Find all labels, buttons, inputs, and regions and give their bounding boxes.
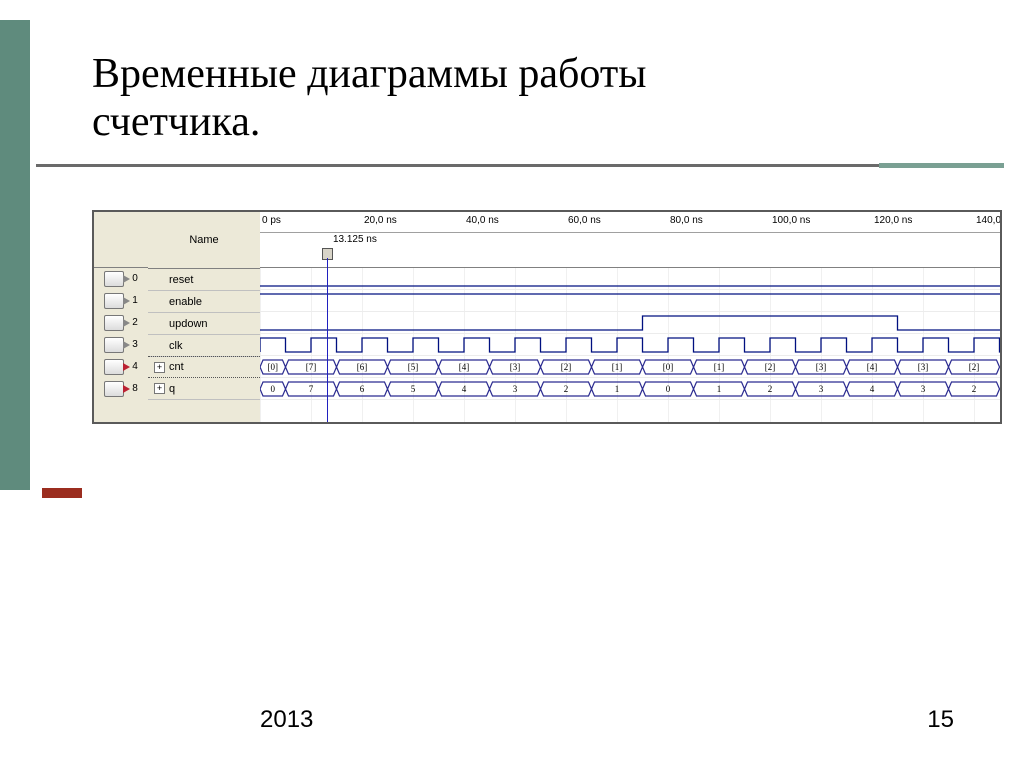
signal-row-clk[interactable]: clk [148,335,260,357]
signal-row-q[interactable]: +q [148,378,260,400]
wave-updown [260,312,1000,334]
svg-text:2: 2 [564,384,569,394]
time-tick: 20,0 ns [364,215,397,226]
pin-index: 1 [132,295,138,306]
wave-q: 0 7 6 5 4 3 2 1 0 1 2 3 4 3 2 [260,378,1000,400]
svg-text:2: 2 [972,384,977,394]
svg-text:[0]: [0] [663,362,674,372]
signal-name: updown [169,318,208,330]
pin-icon [104,271,124,287]
svg-text:5: 5 [411,384,416,394]
waveform-viewer: 012348 Name resetenableupdownclk+cnt+q 0… [92,210,1002,424]
svg-text:3: 3 [513,384,518,394]
signal-name: reset [169,274,193,286]
svg-text:[5]: [5] [408,362,419,372]
footer-page: 15 [927,706,954,734]
pin-index: 0 [132,273,138,284]
pin-icon [104,293,124,309]
svg-text:3: 3 [819,384,824,394]
signal-row-reset[interactable]: reset [148,269,260,291]
pin-index: 8 [132,383,138,394]
svg-text:[4]: [4] [867,362,878,372]
svg-text:[2]: [2] [765,362,776,372]
svg-text:[6]: [6] [357,362,368,372]
svg-text:3: 3 [921,384,926,394]
svg-text:4: 4 [870,384,875,394]
signal-row-cnt[interactable]: + cnt [148,356,260,378]
pin-icon [104,315,124,331]
signal-name: enable [169,296,202,308]
footer-year: 2013 [260,706,313,734]
svg-text:2: 2 [768,384,773,394]
signal-row-updown[interactable]: updown [148,313,260,335]
svg-text:1: 1 [717,384,722,394]
svg-text:0: 0 [666,384,671,394]
time-tick: 40,0 ns [466,215,499,226]
signal-name: q [169,383,175,395]
wave-reset [260,268,1000,290]
svg-text:[2]: [2] [561,362,572,372]
wave-clk [260,334,1000,356]
svg-text:[3]: [3] [510,362,521,372]
cursor-line [327,258,328,422]
svg-text:[2]: [2] [969,362,980,372]
time-ruler: 0 ps 20,0 ns 40,0 ns 60,0 ns 80,0 ns 100,0 ns… [260,212,1000,268]
name-column: Name resetenableupdownclk+cnt+q [148,212,261,422]
time-tick: 80,0 ns [670,215,703,226]
svg-text:[3]: [3] [918,362,929,372]
wave-cnt: [0] [7] [6] [5] [4] [3] [2] [1] [0] [1] [2] [3] [4] [… [260,356,1000,378]
svg-text:[1]: [1] [714,362,725,372]
pin-icon [104,381,124,397]
svg-text:0: 0 [271,384,276,394]
time-tick: 100,0 ns [772,215,810,226]
pin-icon [104,337,124,353]
svg-text:[1]: [1] [612,362,623,372]
time-tick: 140,0 ns [976,215,1002,226]
time-tick: 60,0 ns [568,215,601,226]
wave-enable [260,290,1000,312]
pin-index: 3 [132,339,138,350]
wave-column: 0 ps 20,0 ns 40,0 ns 60,0 ns 80,0 ns 100,0 ns… [260,212,1000,422]
pin-icon [104,359,124,375]
time-tick: 120,0 ns [874,215,912,226]
pin-column: 0 1 2 3 4 8 [94,212,149,422]
svg-text:[0]: [0] [268,362,279,372]
svg-text:[3]: [3] [816,362,827,372]
svg-text:7: 7 [309,384,314,394]
pin-index: 2 [132,317,138,328]
svg-text:6: 6 [360,384,365,394]
side-stripe [0,20,30,490]
title-underline [36,164,1004,168]
cursor-label: 13.125 ns [333,234,377,245]
accent-bar [42,488,82,498]
slide-title: Временные диаграммы работысчетчика. [92,50,646,147]
svg-text:1: 1 [615,384,620,394]
time-tick: 0 ps [262,215,281,226]
svg-text:[4]: [4] [459,362,470,372]
svg-text:4: 4 [462,384,467,394]
expand-icon[interactable]: + [154,383,165,394]
expand-icon[interactable]: + [154,362,165,373]
signal-row-enable[interactable]: enable [148,291,260,313]
signal-name: cnt [169,361,184,373]
name-header: Name [148,212,260,269]
signal-name: clk [169,340,182,352]
pin-index: 4 [132,361,138,372]
svg-text:[7]: [7] [306,362,317,372]
